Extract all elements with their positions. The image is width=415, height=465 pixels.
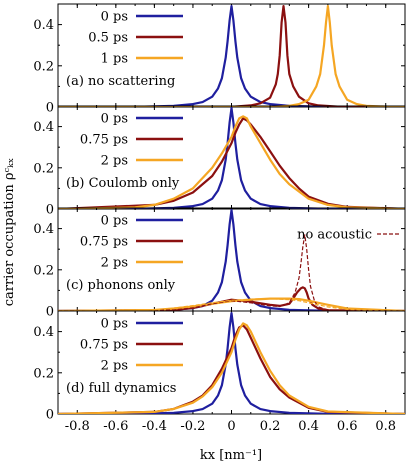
y-tick-label: 0.4 bbox=[33, 325, 54, 340]
series-line bbox=[58, 4, 405, 107]
panel-1: 0 0.2 0.4 0 ps 0.75 ps 2 ps (b) Coulomb only bbox=[33, 105, 406, 218]
x-axis-label: kx [nm⁻¹] bbox=[200, 448, 262, 463]
legend-label: 0 ps bbox=[101, 317, 128, 332]
y-tick-label: 0.4 bbox=[33, 120, 54, 135]
x-tick-label: 0.6 bbox=[337, 419, 358, 434]
panel-annotation: (a) no scattering bbox=[66, 74, 175, 89]
x-tick-label: 0 bbox=[227, 419, 235, 434]
legend-label: 0 ps bbox=[101, 10, 128, 25]
series-group bbox=[58, 209, 405, 311]
x-tick-label: -0.4 bbox=[142, 419, 167, 434]
legend-label: 2 ps bbox=[101, 256, 128, 271]
panel-annotation: (b) Coulomb only bbox=[66, 176, 180, 191]
y-tick-label: 0 bbox=[46, 408, 54, 423]
legend-label: 0.5 ps bbox=[88, 31, 128, 46]
legend-label: 0.75 ps bbox=[80, 235, 128, 250]
legend-label: 0.75 ps bbox=[80, 338, 128, 353]
x-tick-label: -0.8 bbox=[65, 419, 90, 434]
series-line bbox=[58, 322, 405, 414]
y-tick-label: 0.2 bbox=[33, 366, 54, 381]
series-group bbox=[58, 106, 405, 209]
series-group bbox=[58, 312, 405, 414]
series-line bbox=[58, 298, 405, 311]
y-tick-label: 0.2 bbox=[33, 161, 54, 176]
y-tick-label: 0.2 bbox=[33, 263, 54, 278]
legend-label: 0 ps bbox=[101, 214, 128, 229]
legend-label: 0 ps bbox=[101, 112, 128, 127]
y-tick-label: 0 bbox=[46, 101, 54, 116]
panel-0: 0 0.2 0.4 0 ps 0.5 ps 1 ps (a) no scattering bbox=[33, 3, 406, 116]
y-tick-label: 0 bbox=[46, 305, 54, 320]
legend-label: 2 ps bbox=[101, 359, 128, 374]
x-tick-label: 0.2 bbox=[260, 419, 281, 434]
series-line bbox=[58, 4, 405, 107]
series-line bbox=[58, 115, 405, 209]
y-tick-label: 0.4 bbox=[33, 18, 54, 33]
series-line bbox=[58, 4, 405, 107]
legend-label: 2 ps bbox=[101, 154, 128, 169]
series-line bbox=[58, 106, 405, 209]
y-axis-label: carrier occupation ρᶜₖₓ bbox=[2, 158, 17, 307]
legend-label: 0.75 ps bbox=[80, 133, 128, 148]
legend-label: 1 ps bbox=[101, 52, 128, 67]
panels: 00.20.40 ps0.5 ps1 ps(a) no scattering00… bbox=[33, 3, 406, 434]
x-tick-label: -0.2 bbox=[180, 419, 205, 434]
panel-annotation: (c) phonons only bbox=[66, 278, 176, 293]
panel-2: 0 0.2 0.4 0 ps 0.75 ps 2 ps no acoustic (c) pho… bbox=[33, 207, 406, 320]
series-line bbox=[58, 234, 405, 311]
series-group bbox=[58, 4, 405, 107]
panel-3: 0 0.2 0.4 0 ps 0.75 ps 2 ps (d) full dynamics bbox=[33, 310, 406, 423]
x-tick-label: 0.8 bbox=[375, 419, 396, 434]
x-tick-label: 0.4 bbox=[298, 419, 319, 434]
series-line bbox=[58, 312, 405, 414]
y-tick-label: 0.4 bbox=[33, 222, 54, 237]
panel-annotation: (d) full dynamics bbox=[66, 381, 176, 396]
y-tick-label: 0 bbox=[46, 203, 54, 218]
y-tick-label: 0.2 bbox=[33, 59, 54, 74]
legend-label-extra: no acoustic bbox=[297, 228, 372, 243]
x-tick-label: -0.6 bbox=[103, 419, 128, 434]
